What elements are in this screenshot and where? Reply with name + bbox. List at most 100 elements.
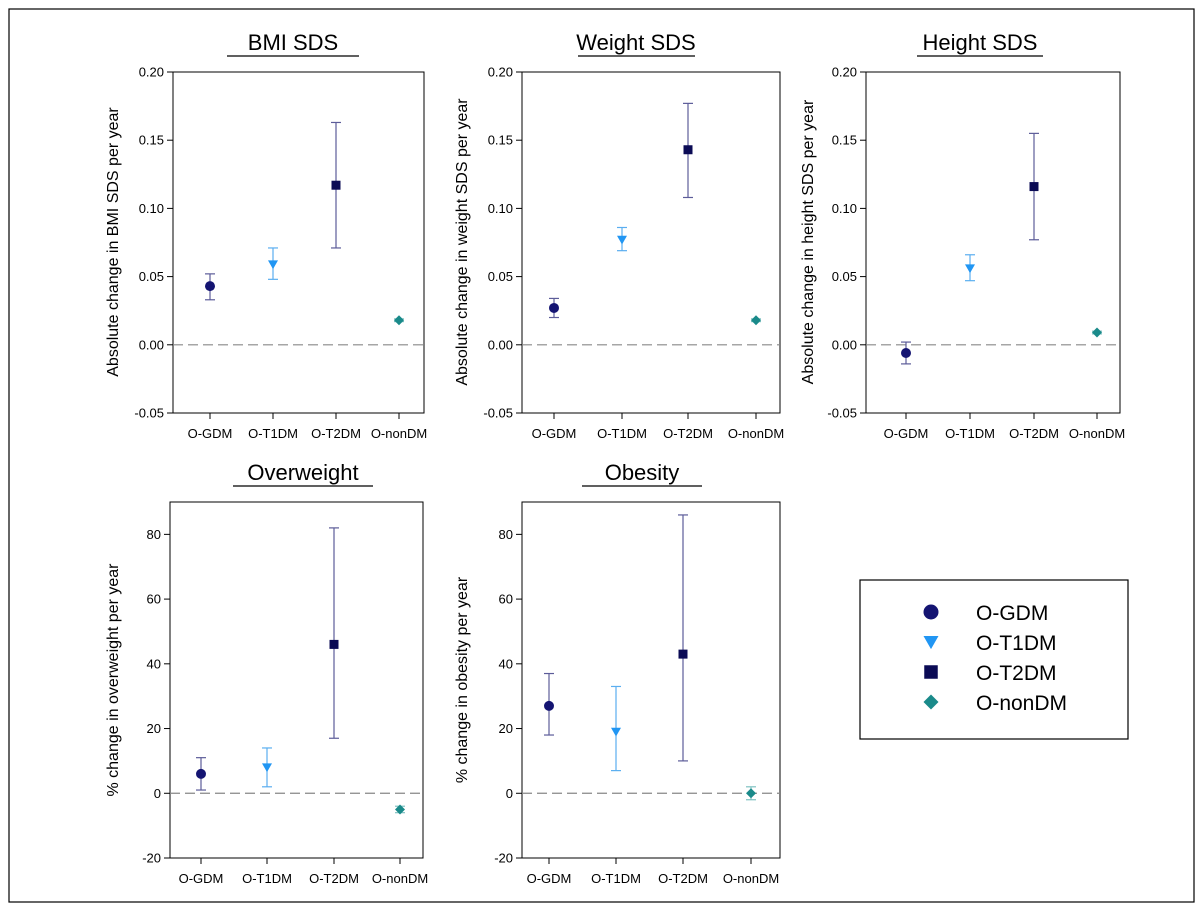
x-tick-label: O-T2DM — [309, 871, 359, 886]
plot-frame — [521, 501, 781, 859]
plot-frame — [865, 71, 1121, 414]
panel-obesity: Obesity % change in obesity per year -20… — [454, 460, 781, 886]
y-tick-label: -0.05 — [134, 406, 164, 421]
data-point-o-gdm — [549, 297, 559, 319]
y-tick-label: 60 — [147, 592, 161, 607]
y-tick-label: -20 — [494, 851, 513, 866]
triangle-down-marker — [611, 727, 621, 737]
y-tick-label: 0.15 — [488, 133, 513, 148]
square-marker — [1029, 182, 1039, 192]
triangle-down-marker — [617, 235, 627, 245]
diamond-marker — [1092, 327, 1102, 338]
data-point-o-nondm — [751, 315, 761, 326]
y-axis-label: % change in overweight per year — [105, 563, 122, 797]
x-tick-label: O-GDM — [527, 871, 572, 886]
circle-marker — [549, 302, 559, 313]
square-marker — [329, 639, 339, 649]
legend-box — [859, 579, 1129, 740]
data-point-o-t2dm — [683, 102, 693, 199]
y-tick-label: 0.00 — [488, 337, 513, 352]
plot-frame — [521, 71, 781, 414]
x-tick-label: O-T2DM — [663, 426, 713, 441]
data-point-o-t1dm — [262, 747, 272, 788]
x-tick-label: O-nonDM — [372, 871, 428, 886]
legend-label: O-T2DM — [976, 662, 1057, 685]
square-marker — [924, 665, 938, 679]
x-tick-label: O-nonDM — [1069, 426, 1125, 441]
data-point-o-gdm — [901, 341, 911, 365]
y-tick-label: 80 — [499, 527, 513, 542]
legend-marker-diamond — [923, 694, 939, 710]
triangle-down-marker — [965, 264, 975, 274]
y-axis-label: Absolute change in BMI SDS per year — [105, 107, 122, 377]
plot-frame — [169, 501, 424, 859]
data-point-o-nondm — [746, 786, 756, 801]
data-point-o-t1dm — [611, 685, 621, 772]
y-tick-label: 0.20 — [139, 65, 164, 80]
legend-label: O-T1DM — [976, 632, 1057, 655]
y-tick-label: 0.05 — [488, 269, 513, 284]
panel-weight-sds: Weight SDS Absolute change in weight SDS… — [454, 30, 784, 441]
x-tick-label: O-nonDM — [728, 426, 784, 441]
square-marker — [683, 145, 693, 155]
data-point-o-gdm — [544, 672, 554, 736]
panel-title: Obesity — [605, 460, 680, 485]
y-axis-label: % change in obesity per year — [454, 576, 471, 783]
legend-item-o-nondm: O-nonDM — [923, 692, 1067, 715]
data-point-o-t1dm — [965, 254, 975, 282]
y-tick-label: 0 — [154, 786, 161, 801]
y-tick-label: 0.10 — [488, 201, 513, 216]
x-tick-label: O-T2DM — [311, 426, 361, 441]
triangle-down-marker — [923, 636, 939, 650]
y-tick-label: 80 — [147, 527, 161, 542]
y-tick-label: 40 — [499, 656, 513, 671]
diamond-marker — [395, 804, 405, 815]
panel-height-sds: Height SDS Absolute change in height SDS… — [800, 30, 1125, 441]
data-point-o-nondm — [394, 315, 404, 326]
y-tick-label: 60 — [499, 592, 513, 607]
y-tick-label: -20 — [142, 851, 161, 866]
panel-bmi-sds: BMI SDS Absolute change in BMI SDS per y… — [105, 30, 427, 441]
circle-marker — [544, 700, 554, 711]
y-tick-label: 0.05 — [139, 269, 164, 284]
data-point-o-t2dm — [329, 527, 339, 739]
triangle-down-marker — [262, 763, 272, 773]
circle-marker — [205, 281, 215, 292]
diamond-marker — [394, 315, 404, 326]
plot-frame — [172, 71, 425, 414]
x-tick-label: O-nonDM — [723, 871, 779, 886]
legend-item-o-t2dm: O-T2DM — [924, 662, 1057, 685]
legend-marker-square — [924, 665, 938, 679]
y-tick-label: 0.15 — [832, 133, 857, 148]
y-tick-label: 40 — [147, 656, 161, 671]
figure-border — [8, 8, 1195, 903]
y-tick-label: 0.20 — [488, 65, 513, 80]
y-tick-label: 0.15 — [139, 133, 164, 148]
x-tick-label: O-GDM — [532, 426, 577, 441]
x-tick-label: O-GDM — [188, 426, 233, 441]
x-tick-label: O-T1DM — [945, 426, 995, 441]
y-tick-label: 0.00 — [832, 337, 857, 352]
y-tick-label: 0.10 — [139, 201, 164, 216]
circle-marker — [901, 347, 911, 358]
data-point-o-nondm — [395, 804, 405, 815]
data-point-o-t2dm — [1029, 132, 1039, 241]
y-tick-label: -0.05 — [483, 406, 513, 421]
y-tick-label: 0.00 — [139, 337, 164, 352]
y-tick-label: 0 — [506, 786, 513, 801]
data-point-o-t2dm — [678, 514, 688, 762]
legend-label: O-nonDM — [976, 692, 1067, 715]
legend: O-GDM O-T1DM O-T2DM O-nonDM — [859, 579, 1129, 740]
square-marker — [678, 649, 688, 659]
x-tick-label: O-GDM — [884, 426, 929, 441]
panel-title: Height SDS — [923, 30, 1038, 55]
y-axis-label: Absolute change in height SDS per year — [800, 99, 817, 384]
y-axis-label: Absolute change in weight SDS per year — [454, 98, 471, 386]
y-tick-label: 0.20 — [832, 65, 857, 80]
y-tick-label: 20 — [499, 721, 513, 736]
panel-title: Weight SDS — [576, 30, 695, 55]
panel-title: Overweight — [247, 460, 358, 485]
x-tick-label: O-GDM — [179, 871, 224, 886]
y-tick-label: 0.05 — [832, 269, 857, 284]
